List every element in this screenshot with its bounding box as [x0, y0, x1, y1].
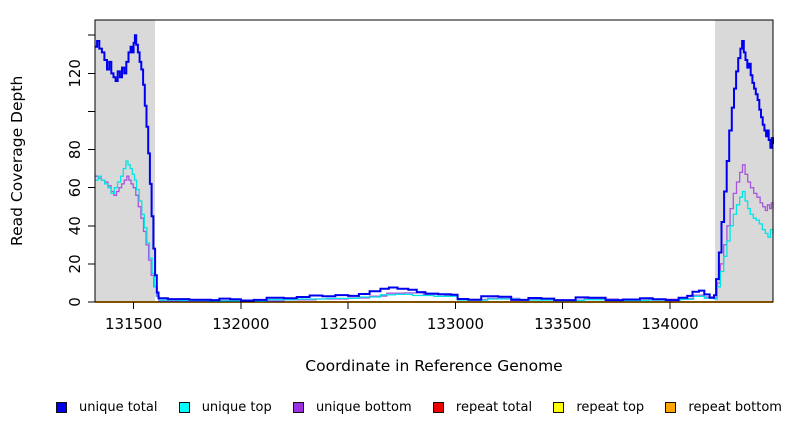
legend-label: unique bottom: [315, 399, 412, 415]
coverage-plot-canvas: 131500 132000 132500 133000 133500 134000 0 20 4…: [66, 19, 774, 333]
shaded-region: [95, 20, 156, 302]
y-axis-label: Read Coverage Depth: [8, 75, 26, 247]
series-unique-total: [95, 34, 774, 302]
legend-item-unique-bottom: unique bottom: [292, 399, 412, 415]
y-tick-label: 80: [66, 140, 84, 159]
y-tick-label: 60: [66, 178, 84, 197]
legend-label: repeat total: [455, 399, 533, 415]
x-tick-label: 131500: [105, 315, 162, 333]
shaded-region: [715, 20, 773, 302]
y-tick-label: 120: [66, 59, 84, 88]
plot-box: [94, 19, 774, 303]
legend-label: unique top: [201, 399, 272, 415]
legend-item-repeat-bottom: repeat bottom: [665, 400, 782, 415]
series-unique-top: [95, 160, 774, 302]
legend-item-unique-total: unique total: [56, 400, 157, 415]
y-tick-label: 0: [66, 297, 84, 307]
legend-item-repeat-top: repeat top: [553, 400, 644, 415]
x-tick-label: 133500: [534, 315, 591, 333]
legend-label: repeat top: [576, 399, 645, 415]
y-tick-label: 20: [66, 254, 84, 273]
legend-item-repeat-total: repeat total: [432, 399, 533, 415]
legend-item-unique-top: unique top: [178, 399, 272, 415]
repeat-top-swatch-icon: [553, 401, 565, 413]
x-tick-label: 132500: [320, 315, 377, 333]
plot-legend: unique total unique top unique bottom re…: [0, 394, 792, 420]
repeat-total-swatch-icon: [432, 401, 444, 413]
y-tick-label: 40: [66, 216, 84, 235]
legend-label: repeat bottom: [688, 399, 782, 415]
unique-top-swatch-icon: [178, 401, 190, 413]
repeat-bottom-swatch-icon: [665, 401, 677, 413]
series-unique-bottom: [95, 164, 774, 302]
x-axis-label: Coordinate in Reference Genome: [305, 357, 563, 375]
x-tick-label: 134000: [641, 315, 698, 333]
unique-bottom-swatch-icon: [292, 401, 304, 413]
x-tick-label: 133000: [427, 315, 484, 333]
legend-label: unique total: [79, 399, 158, 415]
x-tick-label: 132000: [212, 315, 269, 333]
unique-total-swatch-icon: [56, 401, 67, 413]
